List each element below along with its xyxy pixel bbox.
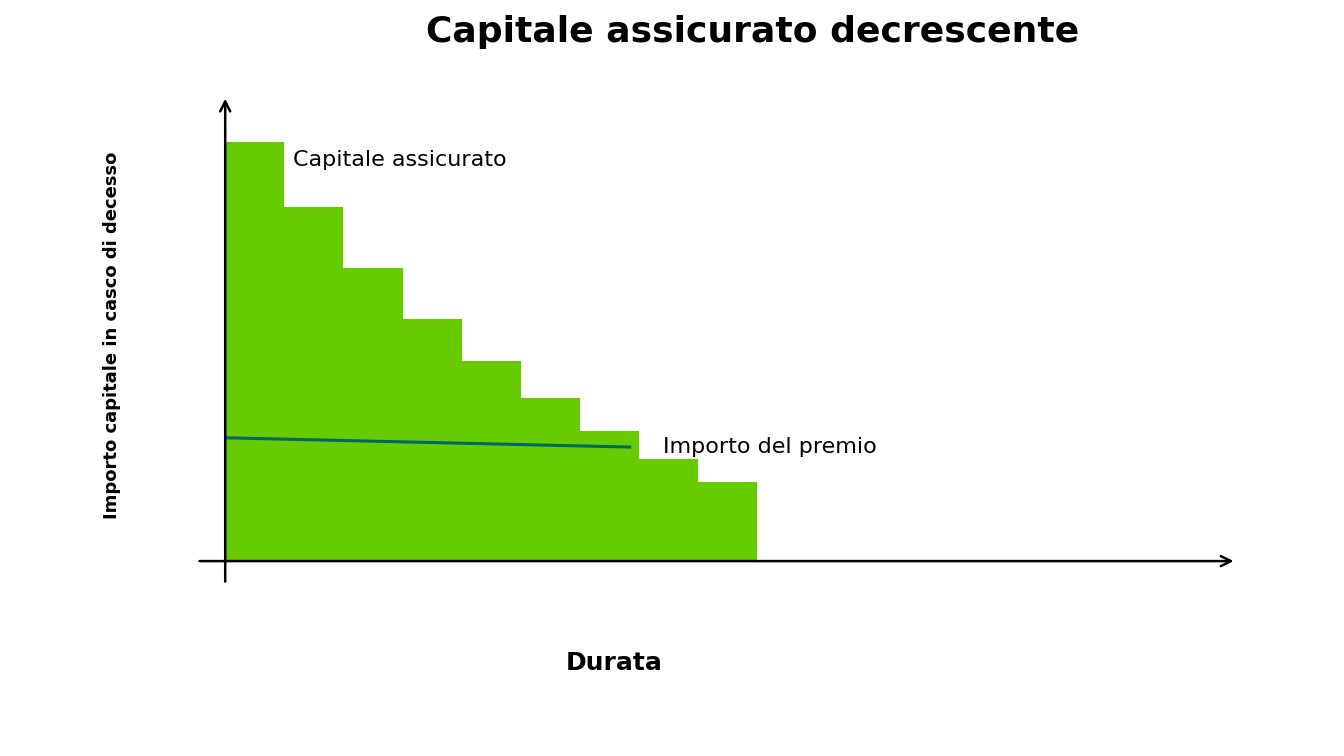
Bar <box>638 459 698 561</box>
Bar <box>344 268 403 561</box>
Title: Capitale assicurato decrescente: Capitale assicurato decrescente <box>426 15 1079 49</box>
Text: Durata: Durata <box>566 651 663 675</box>
Bar <box>579 431 638 561</box>
Bar <box>226 142 285 561</box>
Text: Importo capitale in casco di decesso: Importo capitale in casco di decesso <box>103 152 121 519</box>
Bar <box>698 482 757 561</box>
Text: Importo del premio: Importo del premio <box>663 437 876 457</box>
Bar <box>403 319 461 561</box>
Text: Capitale assicurato: Capitale assicurato <box>293 150 507 170</box>
Bar <box>285 207 344 561</box>
Bar <box>461 361 520 561</box>
Bar <box>520 398 579 561</box>
